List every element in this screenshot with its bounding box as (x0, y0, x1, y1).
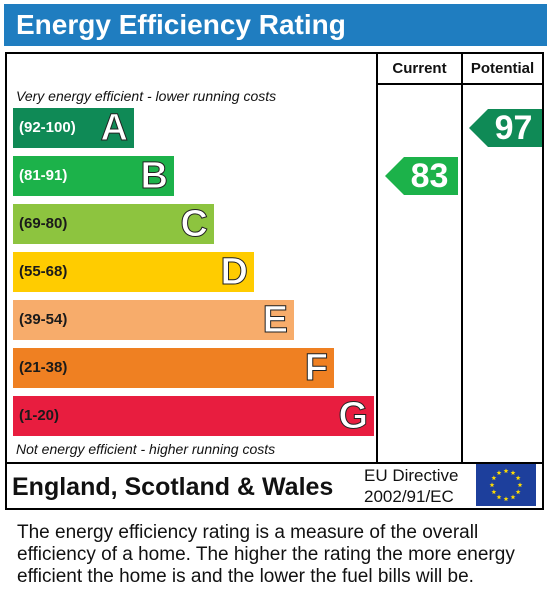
band-letter: D (220, 251, 248, 294)
eu-star (489, 482, 495, 488)
header-divider (376, 83, 542, 85)
footer-directive: EU Directive 2002/91/EC (364, 465, 458, 507)
directive-line-2: 2002/91/EC (364, 487, 454, 506)
directive-line-1: EU Directive (364, 466, 459, 485)
rating-chart: Current Potential Very energy efficient … (5, 52, 544, 510)
page-title: Energy Efficiency Rating (16, 9, 346, 40)
top-note: Very energy efficient - lower running co… (16, 88, 277, 104)
band-e: (39-54) E (13, 299, 294, 342)
eu-star (510, 470, 516, 475)
potential-rating-arrow: 97 (469, 109, 542, 147)
potential-column-header: Potential (470, 60, 535, 77)
band-letter: A (100, 107, 128, 150)
band-c: (69-80) C (13, 203, 214, 246)
eu-star (491, 475, 497, 481)
band-letter: F (304, 347, 328, 390)
description-text: The energy efficiency rating is a measur… (17, 522, 515, 587)
band-letter: C (180, 203, 208, 246)
band-f: (21-38) F (13, 347, 334, 390)
current-arrow-tip (385, 157, 404, 195)
title-bar: Energy Efficiency Rating (4, 4, 547, 46)
band-range-label: (39-54) (19, 311, 68, 328)
eu-star (491, 489, 497, 495)
band-a: (92-100) A (13, 107, 134, 150)
current-rating-value: 83 (410, 157, 449, 195)
current-column-divider (376, 54, 378, 464)
band-b: (81-91) B (13, 155, 174, 198)
eu-stars-icon (489, 468, 523, 502)
potential-rating-value: 97 (494, 109, 533, 147)
potential-column-divider (461, 54, 463, 464)
current-rating-arrow: 83 (385, 157, 458, 195)
band-d: (55-68) D (13, 251, 254, 294)
current-arrow-body (404, 157, 458, 195)
band-range-label: (92-100) (19, 119, 76, 136)
band-range-label: (55-68) (19, 263, 68, 280)
current-column-header: Current (392, 60, 447, 77)
band-letter: G (338, 395, 369, 438)
bottom-note: Not energy efficient - higher running co… (16, 441, 276, 457)
band-range-label: (1-20) (19, 407, 60, 424)
eu-flag-icon (476, 464, 536, 506)
band-range-label: (69-80) (19, 215, 68, 232)
footer-divider (7, 462, 542, 464)
footer-country: England, Scotland & Wales (12, 473, 334, 501)
band-range-label: (21-38) (19, 359, 68, 376)
band-g: (1-20) G (13, 395, 374, 438)
eu-star (515, 489, 521, 495)
eu-star (515, 475, 521, 481)
eu-star (503, 496, 509, 502)
band-letter: B (140, 155, 168, 198)
eu-star (503, 468, 509, 474)
band-range-label: (81-91) (19, 167, 68, 184)
potential-arrow-body (488, 109, 542, 147)
eu-star (496, 494, 502, 500)
eu-star (517, 482, 523, 488)
eu-star (510, 494, 516, 500)
potential-arrow-tip (469, 109, 488, 147)
eu-star (496, 470, 502, 475)
band-letter: E (262, 299, 288, 342)
